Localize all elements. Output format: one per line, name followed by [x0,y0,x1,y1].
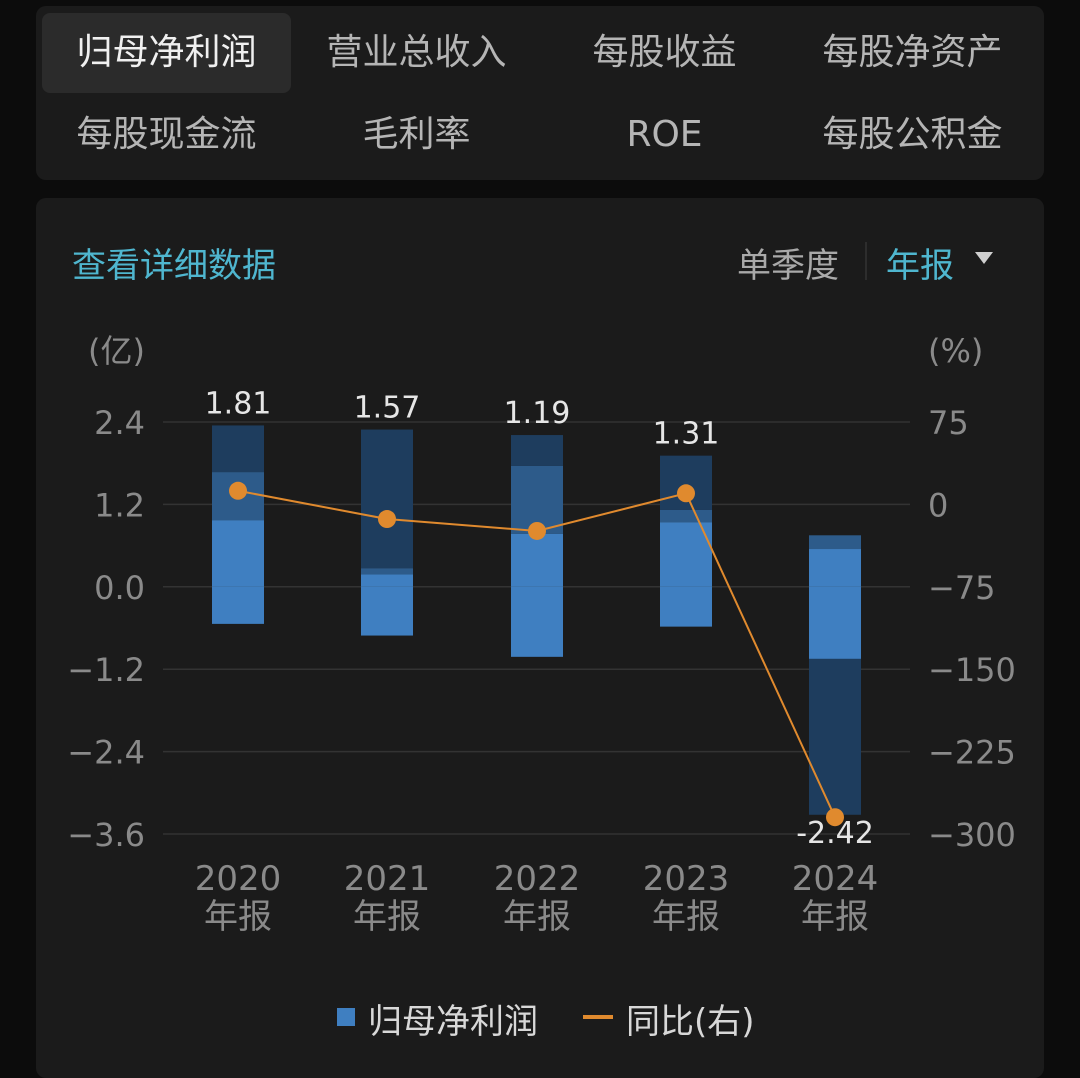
y-tick-label: 2.4 [94,404,145,442]
legend-yoy: 同比(右) [626,1002,755,1042]
x-category-year: 2024 [792,859,879,899]
chevron-down-icon[interactable] [975,252,993,264]
y2-tick-label: 75 [928,404,969,442]
y2-tick-label: −300 [928,816,1016,854]
y-tick-label: −1.2 [67,651,145,689]
bar-segment [212,520,264,587]
y-tick-label: 1.2 [94,486,145,524]
bar-segment [809,586,861,659]
tab-gross-margin[interactable]: 毛利率 [362,114,471,155]
view-details-link[interactable]: 查看详细数据 [72,246,276,286]
bar-segment [212,425,264,473]
x-category-label: 年报 [652,897,720,937]
tab-reserve-per-share[interactable]: 每股公积金 [822,114,1003,155]
y-tick-label: −3.6 [67,816,145,854]
x-category-year: 2022 [494,859,581,899]
y2-tick-label: −75 [928,569,996,607]
y2-tick-label: 0 [928,486,948,524]
bar-segment [212,586,264,624]
legend-line-swatch [583,1015,613,1019]
bar-segment [361,586,413,636]
period-divider [865,242,867,280]
tab-net-profit[interactable]: 归母净利润 [42,13,291,93]
x-category-year: 2020 [195,859,282,899]
tab-roe[interactable]: ROE [626,114,703,155]
bar-value-label: 1.19 [504,396,571,431]
yoy-point [826,808,844,827]
x-category-label: 年报 [503,897,571,937]
x-category-year: 2021 [344,859,431,899]
x-category-label: 年报 [801,897,869,937]
x-category-label: 年报 [353,897,421,937]
bar-value-label: 1.81 [205,386,272,421]
bar-segment [809,658,861,815]
y-tick-label: −2.4 [67,734,145,772]
tab-total-revenue[interactable]: 营业总收入 [326,32,507,73]
y-tick-label: 0.0 [94,569,145,607]
bar-segment [660,509,712,523]
legend-bar-swatch [337,1008,355,1026]
y2-tick-label: −225 [928,734,1016,772]
bar-segment [511,435,563,466]
tab-eps[interactable]: 每股收益 [592,32,737,73]
tab-cash-flow-per-share[interactable]: 每股现金流 [76,114,257,155]
bar-segment [361,574,413,587]
yoy-point [677,484,695,503]
yoy-point [229,481,247,500]
bar-segment [361,429,413,569]
bar-segment [361,568,413,575]
y-axis-unit: (亿) [88,332,145,370]
bar-segment [511,586,563,657]
y2-axis-unit: (%) [928,332,983,370]
bar-segment [809,549,861,587]
yoy-point [378,510,396,529]
x-category-label: 年报 [204,897,272,937]
bar-segment [511,533,563,587]
bar-segment [809,535,861,550]
bar-segment [660,586,712,627]
tab-bvps[interactable]: 每股净资产 [822,32,1003,73]
period-annual-selector[interactable]: 年报 [886,246,954,286]
legend-net-profit: 归母净利润 [368,1002,538,1042]
x-category-year: 2023 [643,859,730,899]
period-single-quarter[interactable]: 单季度 [737,246,839,286]
bar-value-label: 1.57 [354,391,421,426]
yoy-point [528,521,546,540]
bar-value-label: 1.31 [653,417,720,452]
y2-tick-label: −150 [928,651,1016,689]
